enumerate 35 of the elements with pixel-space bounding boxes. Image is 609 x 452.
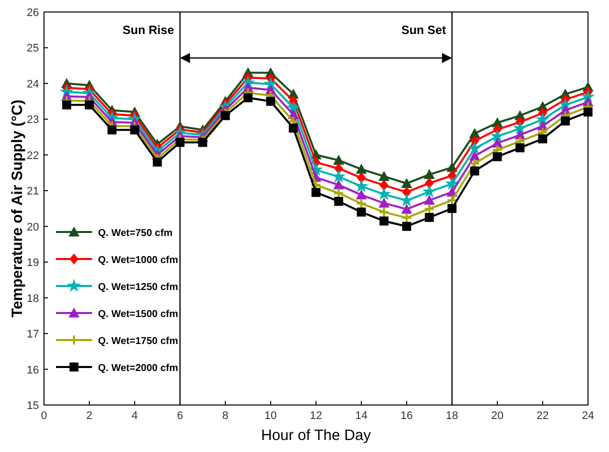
y-tick-label: 21 (26, 186, 39, 198)
y-tick-label: 18 (26, 292, 39, 305)
y-tick-label: 23 (26, 114, 39, 126)
x-tick-label: 0 (40, 410, 48, 422)
legend-label: Q. Wet=1250 cfm (98, 282, 178, 293)
y-tick-label: 16 (26, 364, 39, 376)
legend-label: Q. Wet=2000 cfm (98, 363, 178, 374)
y-axis-title: Temperature of Air Supply (°C) (9, 100, 26, 318)
x-tick-label: 18 (446, 410, 458, 422)
x-tick-label: 16 (400, 410, 413, 422)
ref-line-label: Sun Rise (122, 23, 174, 37)
y-tick-label: 22 (26, 150, 39, 162)
y-tick-label: 26 (26, 7, 39, 19)
legend-label: Q. Wet=750 cfm (98, 228, 173, 239)
x-tick-label: 24 (582, 410, 594, 422)
legend-label: Q. Wet=1750 cfm (98, 336, 178, 347)
x-tick-label: 6 (176, 410, 184, 422)
y-tick-label: 24 (26, 78, 39, 90)
ref-line-label: Sun Set (401, 23, 446, 37)
y-tick-label: 19 (26, 257, 39, 270)
legend-label: Q. Wet=1000 cfm (98, 255, 178, 266)
x-tick-label: 14 (355, 410, 368, 422)
x-tick-label: 12 (310, 410, 322, 422)
y-tick-label: 15 (26, 400, 39, 412)
x-tick-label: 20 (491, 410, 504, 422)
x-tick-label: 8 (222, 410, 228, 422)
x-axis-title: Hour of The Day (261, 427, 372, 444)
y-tick-label: 20 (26, 221, 39, 234)
x-tick-label: 10 (264, 410, 277, 422)
y-tick-label: 25 (26, 42, 39, 55)
x-tick-label: 4 (132, 410, 138, 422)
x-tick-label: 2 (86, 410, 92, 422)
legend-label: Q. Wet=1500 cfm (98, 309, 178, 320)
y-tick-label: 17 (26, 328, 39, 341)
x-tick-label: 22 (536, 410, 549, 422)
